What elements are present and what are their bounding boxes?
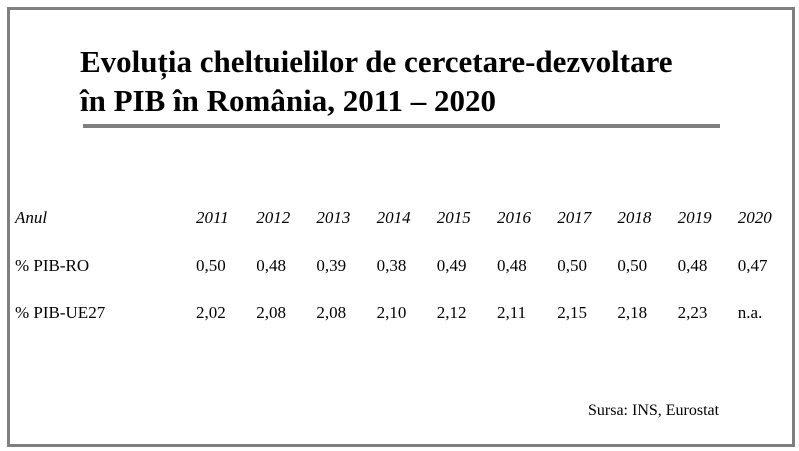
table-cell-r1-c6: 0,48 <box>497 256 527 275</box>
table-cell-r1-c8: 0,50 <box>617 256 648 275</box>
table-cell-r2-c2: 2,08 <box>256 303 286 322</box>
table-cell-r1-c3: 0,39 <box>316 256 347 275</box>
header-year-2012: 2012 <box>256 208 291 227</box>
table-cell-r2-c10: n.a. <box>737 303 763 322</box>
header-year-2020: 2020 <box>737 208 772 227</box>
table-cell-r1-c5: 0,49 <box>436 256 467 275</box>
header-year-2014: 2014 <box>376 208 411 227</box>
title-underline <box>83 124 720 128</box>
table-cell-r1-c10: 0,47 <box>737 256 768 275</box>
chart-title-line-2: în PIB în România, 2011 – 2020 <box>80 83 496 118</box>
header-year-2011: 2011 <box>196 208 229 227</box>
header-year-2019: 2019 <box>677 208 712 227</box>
table-cell-r2-c1: 2,02 <box>196 303 226 322</box>
data-table: Anul 2011 2012 2013 2014 2015 2016 2017 2018 2019… <box>10 10 792 444</box>
header-year-2013: 2013 <box>316 208 351 227</box>
table-cell-r2-c9: 2,23 <box>677 303 708 322</box>
table-cell-r2-c6: 2,11 <box>497 303 527 322</box>
header-year-2015: 2015 <box>436 208 471 227</box>
table-cell-r1-c1: 0,50 <box>196 256 226 275</box>
header-year-2016: 2016 <box>497 208 531 227</box>
table-cell-r1-c2: 0,48 <box>256 256 286 275</box>
header-year-2018: 2018 <box>617 208 652 227</box>
table-cell-r2-c7: 2,15 <box>557 303 587 322</box>
table-cell-r2-c3: 2,08 <box>316 303 347 322</box>
header-label-anul: Anul <box>15 208 48 227</box>
table-cell-r1-c4: 0,38 <box>376 256 407 275</box>
table-cell-r1-c7: 0,50 <box>557 256 587 275</box>
row-label-1: % PIB-RO <box>15 256 90 275</box>
source-note: Sursa: INS, Eurostat <box>588 402 720 419</box>
table-cell-r2-c8: 2,18 <box>617 303 648 322</box>
table-cell-r2-c5: 2,12 <box>436 303 467 322</box>
table-cell-r2-c4: 2,10 <box>376 303 407 322</box>
chart-title: Evoluția cheltuielilor de cercetare-dezv… <box>80 42 740 120</box>
row-label-2: % PIB-UE27 <box>15 303 106 322</box>
chart-title-line-1: Evoluția cheltuielilor de cercetare-dezv… <box>80 44 673 79</box>
slide-frame: Evoluția cheltuielilor de cercetare-dezv… <box>7 7 795 447</box>
header-year-2017: 2017 <box>557 208 592 227</box>
table-cell-r1-c9: 0,48 <box>677 256 708 275</box>
